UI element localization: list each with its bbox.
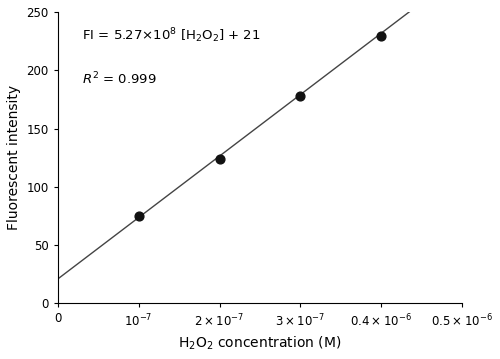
Point xyxy=(378,33,386,39)
X-axis label: H$_2$O$_2$ concentration (M): H$_2$O$_2$ concentration (M) xyxy=(178,335,342,352)
Text: FI = 5.27×10$^8$ [H$_2$O$_2$] + 21: FI = 5.27×10$^8$ [H$_2$O$_2$] + 21 xyxy=(82,27,260,45)
Point xyxy=(296,93,304,99)
Point xyxy=(134,213,142,219)
Text: $R^2$ = 0.999: $R^2$ = 0.999 xyxy=(82,70,157,87)
Y-axis label: Fluorescent intensity: Fluorescent intensity xyxy=(7,85,21,230)
Point xyxy=(216,156,224,162)
